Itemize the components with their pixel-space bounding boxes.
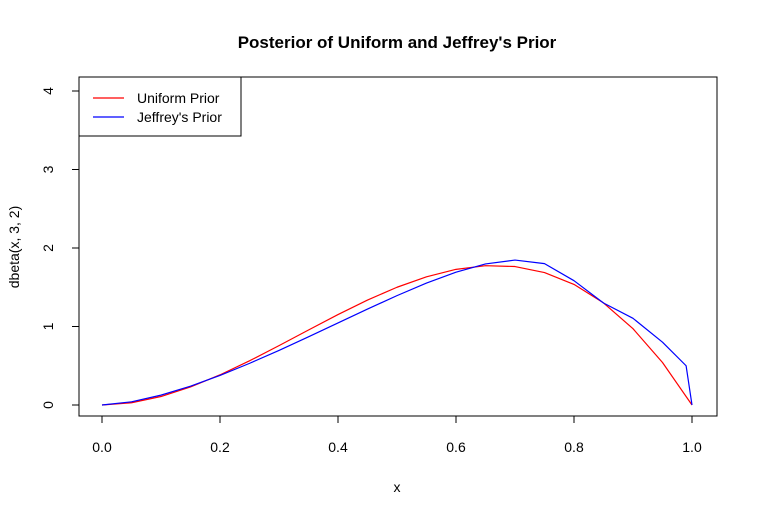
x-tick-label: 0.4 (328, 439, 348, 455)
chart-title: Posterior of Uniform and Jeffrey's Prior (238, 33, 557, 52)
y-tick-label: 2 (40, 244, 56, 252)
x-tick-label: 0.6 (446, 439, 466, 455)
series-line-jeffrey-s-prior (101, 259, 693, 406)
y-tick-label: 4 (40, 87, 56, 95)
y-tick-label: 0 (40, 401, 56, 409)
y-tick-label: 3 (40, 165, 56, 173)
x-axis: 0.0 0.2 0.4 0.6 0.8 1.0 (92, 415, 702, 455)
legend: Uniform Prior Jeffrey's Prior (78, 76, 242, 137)
x-tick-label: 0.0 (92, 439, 112, 455)
x-tick-label: 0.8 (564, 439, 584, 455)
x-tick-label: 1.0 (682, 439, 702, 455)
x-axis-label: x (394, 479, 401, 495)
legend-label-uniform-prior: Uniform Prior (137, 90, 220, 106)
y-tick-label: 1 (40, 322, 56, 330)
series-line-uniform-prior (101, 265, 693, 406)
y-axis-label: dbeta(x, 3, 2) (6, 206, 22, 289)
series-layer (101, 259, 693, 406)
legend-box (78, 76, 242, 137)
legend-label-jeffreys-prior: Jeffrey's Prior (137, 109, 222, 125)
y-axis: 0 1 2 3 4 (40, 87, 80, 409)
x-tick-label: 0.2 (210, 439, 230, 455)
